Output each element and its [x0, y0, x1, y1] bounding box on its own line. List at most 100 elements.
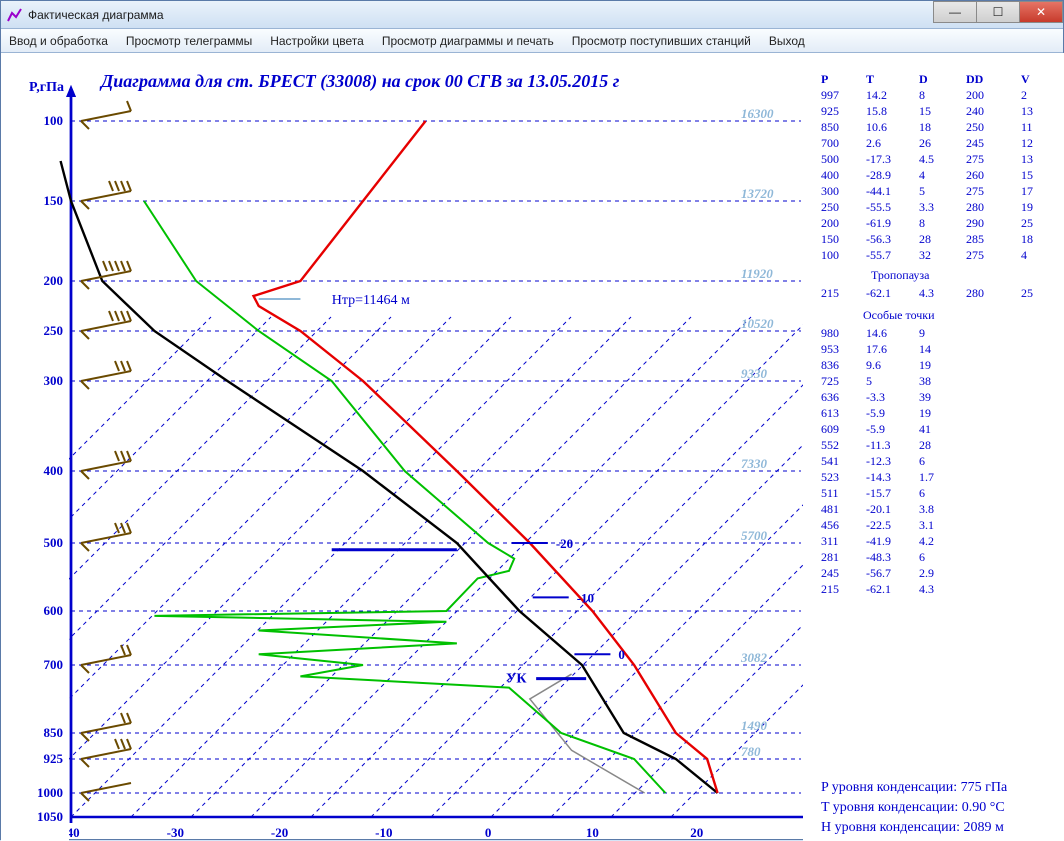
svg-text:41: 41 — [919, 422, 931, 436]
svg-text:15: 15 — [1021, 168, 1033, 182]
svg-text:-20.1: -20.1 — [866, 502, 891, 516]
svg-text:6: 6 — [919, 550, 925, 564]
app-icon — [7, 7, 23, 23]
svg-text:-11.3: -11.3 — [866, 438, 891, 452]
svg-text:-14.3: -14.3 — [866, 470, 891, 484]
svg-text:15: 15 — [919, 104, 931, 118]
svg-text:-48.3: -48.3 — [866, 550, 891, 564]
svg-text:10.6: 10.6 — [866, 120, 887, 134]
x-tick: -30 — [167, 825, 184, 840]
svg-text:-62.1: -62.1 — [866, 582, 891, 596]
svg-text:-41.9: -41.9 — [866, 534, 891, 548]
svg-text:4.3: 4.3 — [919, 582, 934, 596]
svg-text:19: 19 — [919, 406, 931, 420]
svg-text:4: 4 — [919, 168, 925, 182]
svg-text:-61.9: -61.9 — [866, 216, 891, 230]
menu-item[interactable]: Просмотр поступивших станций — [572, 34, 751, 48]
menu-item[interactable]: Настройки цвета — [270, 34, 364, 48]
chart-title: Диаграмма для ст. БРЕСТ (33008) на срок … — [99, 71, 620, 92]
svg-text:300: 300 — [821, 184, 839, 198]
svg-text:523: 523 — [821, 470, 839, 484]
svg-text:28: 28 — [919, 438, 931, 452]
svg-text:-5.9: -5.9 — [866, 422, 885, 436]
svg-text:240: 240 — [966, 104, 984, 118]
svg-text:5: 5 — [866, 374, 872, 388]
svg-text:215: 215 — [821, 582, 839, 596]
svg-text:281: 281 — [821, 550, 839, 564]
svg-text:552: 552 — [821, 438, 839, 452]
svg-text:700: 700 — [821, 136, 839, 150]
svg-text:14.2: 14.2 — [866, 88, 887, 102]
svg-text:P,гПа: P,гПа — [29, 80, 64, 95]
svg-text:P: P — [821, 72, 828, 86]
svg-text:200: 200 — [821, 216, 839, 230]
svg-text:28: 28 — [919, 232, 931, 246]
menu-item[interactable]: Просмотр телеграммы — [126, 34, 252, 48]
app-window: Фактическая диаграмма — ☐ ✕ Ввод и обраб… — [0, 0, 1064, 840]
maximize-button[interactable]: ☐ — [976, 1, 1020, 23]
cond-h: Н уровня конденсации: 2089 м — [821, 820, 1004, 835]
menu-item[interactable]: Выход — [769, 34, 805, 48]
svg-text:3.8: 3.8 — [919, 502, 934, 516]
height-label: 7330 — [741, 456, 768, 471]
height-label: 1490 — [741, 718, 768, 733]
svg-text:13: 13 — [1021, 152, 1033, 166]
minimize-button[interactable]: — — [933, 1, 977, 23]
svg-text:-44.1: -44.1 — [866, 184, 891, 198]
svg-text:4.3: 4.3 — [919, 286, 934, 300]
height-label: 5700 — [741, 528, 768, 543]
svg-text:925: 925 — [44, 751, 64, 766]
window-title: Фактическая диаграмма — [28, 8, 164, 22]
svg-text:280: 280 — [966, 286, 984, 300]
svg-text:150: 150 — [821, 232, 839, 246]
svg-text:Особые точки: Особые точки — [863, 308, 935, 322]
svg-text:511: 511 — [821, 486, 839, 500]
svg-text:260: 260 — [966, 168, 984, 182]
svg-text:997: 997 — [821, 88, 839, 102]
svg-text:1.7: 1.7 — [919, 470, 934, 484]
svg-text:200: 200 — [966, 88, 984, 102]
svg-text:200: 200 — [44, 273, 64, 288]
svg-text:38: 38 — [919, 374, 931, 388]
svg-text:19: 19 — [919, 358, 931, 372]
svg-text:275: 275 — [966, 184, 984, 198]
svg-text:13: 13 — [1021, 104, 1033, 118]
svg-text:26: 26 — [919, 136, 931, 150]
temp-marker: -20 — [556, 536, 573, 551]
height-label: 11920 — [741, 266, 773, 281]
menu-item[interactable]: Просмотр диаграммы и печать — [382, 34, 554, 48]
svg-text:500: 500 — [44, 535, 64, 550]
svg-text:D: D — [919, 72, 928, 86]
svg-text:280: 280 — [966, 200, 984, 214]
cond-t: T уровня конденсации: 0.90 °С — [821, 800, 1005, 815]
svg-text:DD: DD — [966, 72, 984, 86]
svg-text:980: 980 — [821, 326, 839, 340]
svg-text:300: 300 — [44, 373, 64, 388]
x-tick: 0 — [485, 825, 492, 840]
menu-item[interactable]: Ввод и обработка — [9, 34, 108, 48]
svg-text:850: 850 — [44, 725, 64, 740]
svg-text:700: 700 — [44, 657, 64, 672]
temp-marker: -10 — [577, 590, 594, 605]
svg-text:456: 456 — [821, 518, 839, 532]
svg-text:V: V — [1021, 72, 1030, 86]
chart-canvas: Диаграмма для ст. БРЕСТ (33008) на срок … — [1, 53, 1063, 839]
svg-text:481: 481 — [821, 502, 839, 516]
svg-text:2.6: 2.6 — [866, 136, 881, 150]
height-label: 16300 — [741, 106, 774, 121]
svg-text:14.6: 14.6 — [866, 326, 887, 340]
svg-text:25: 25 — [1021, 216, 1033, 230]
svg-text:609: 609 — [821, 422, 839, 436]
svg-text:14: 14 — [919, 342, 931, 356]
svg-text:150: 150 — [44, 193, 64, 208]
close-button[interactable]: ✕ — [1019, 1, 1063, 23]
titlebar[interactable]: Фактическая диаграмма — ☐ ✕ — [1, 1, 1063, 29]
svg-text:11: 11 — [1021, 120, 1033, 134]
svg-text:6: 6 — [919, 486, 925, 500]
svg-text:15.8: 15.8 — [866, 104, 887, 118]
x-tick: 20 — [690, 825, 703, 840]
svg-text:9.6: 9.6 — [866, 358, 881, 372]
svg-text:250: 250 — [821, 200, 839, 214]
svg-text:19: 19 — [1021, 200, 1033, 214]
svg-text:4.5: 4.5 — [919, 152, 934, 166]
